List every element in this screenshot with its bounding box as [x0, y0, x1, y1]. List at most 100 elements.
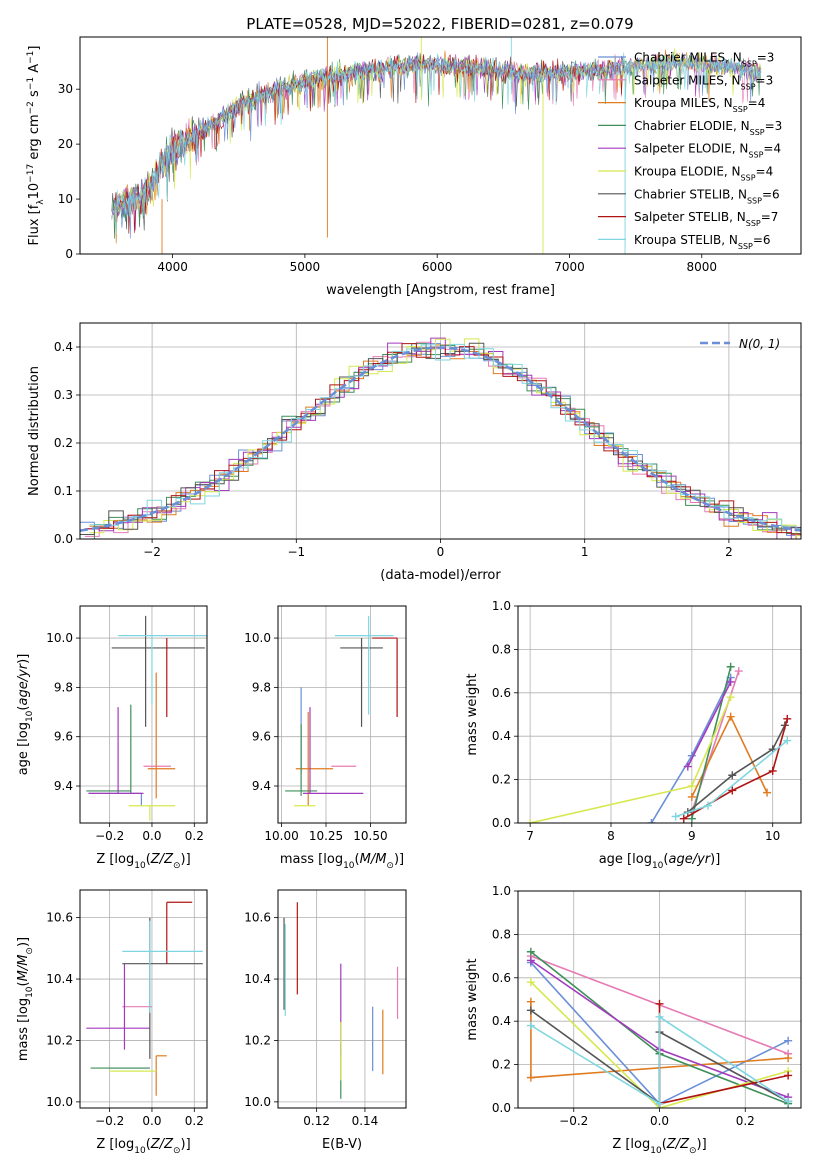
y-tick-label: 1.0 [492, 884, 511, 898]
y-tick-label: 0.2 [492, 1058, 511, 1072]
data-point [86, 963, 150, 1050]
histogram-step [84, 343, 801, 535]
x-tick-label: −0.2 [95, 829, 124, 843]
weight-marker [728, 786, 737, 795]
weight-marker [687, 792, 696, 801]
weight-marker [526, 978, 535, 987]
x-tick-label: 0 [437, 545, 445, 559]
weight-marker [655, 1099, 664, 1108]
y-tick-label: 0.3 [54, 388, 73, 402]
weight-marker [671, 812, 680, 821]
data-point [122, 920, 203, 1013]
weight-vs-metallicity-panel: −0.2 0.0 0.2 0.0 0.2 0.4 0.6 0.8 1.0 Z [log10(Z/Z… [465, 884, 802, 1156]
y-tick-label: 10.2 [46, 1033, 73, 1047]
x-axis-label: mass [log10(M/M⊙)] [280, 852, 404, 871]
y-tick-label: 10.0 [244, 1095, 271, 1109]
data-point [302, 707, 364, 795]
plot-area [283, 902, 399, 1099]
data-point [111, 615, 205, 727]
x-tick-label: 0.0 [142, 1114, 161, 1128]
weight-marker [784, 1071, 793, 1080]
weight-line [530, 981, 789, 1108]
weight-line [687, 725, 786, 813]
y-tick-label: 9.8 [252, 680, 271, 694]
weight-marker [526, 1021, 535, 1030]
plot-area [526, 947, 793, 1108]
weight-marker [768, 766, 777, 775]
weight-series [526, 693, 735, 823]
data-point [118, 634, 207, 705]
data-point [285, 724, 318, 796]
x-tick-label: 10 [765, 829, 780, 843]
axes-frame [79, 889, 208, 1109]
weight-marker [655, 1012, 664, 1021]
data-point [372, 637, 398, 717]
axes-frame [277, 889, 407, 1109]
x-tick-label: 6000 [422, 260, 453, 274]
data-point [147, 672, 176, 799]
x-tick-label: 0.0 [650, 1114, 669, 1128]
weight-marker [763, 788, 772, 797]
y-tick-label: 0.2 [492, 773, 511, 787]
x-tick-label: 5000 [290, 260, 321, 274]
x-axis-label: Z [log10(Z/Z⊙)] [612, 1137, 706, 1156]
data-point [295, 712, 334, 806]
x-tick-label: −0.2 [559, 1114, 588, 1128]
weight-marker [526, 1073, 535, 1082]
y-tick-label: 0.8 [492, 927, 511, 941]
legend-label: Kroupa ELODIE, NSSP=4 [634, 165, 773, 183]
y-axis-label: age [log10(age/yr)] [16, 654, 35, 776]
weight-marker [783, 736, 792, 745]
axes-frame [277, 605, 407, 824]
y-axis-label: Normed distribution [27, 366, 42, 496]
y-tick-label: 9.6 [252, 730, 271, 744]
x-tick-label: 0.2 [185, 829, 204, 843]
x-tick-label: 2 [725, 545, 733, 559]
weight-series [671, 736, 792, 821]
histogram-step [80, 342, 801, 535]
data-point [334, 615, 394, 715]
x-tick-label: 8000 [687, 260, 718, 274]
legend-label: Chabrier ELODIE, NSSP=3 [634, 119, 782, 137]
x-tick-label: 10.50 [353, 829, 387, 843]
y-tick-label: 0 [65, 247, 73, 261]
data-point [166, 901, 193, 964]
weight-marker [679, 814, 688, 823]
weight-vs-age-panel: 7 8 9 10 0.0 0.2 0.4 0.6 0.8 1.0 age [log10(age/yr… [465, 599, 802, 871]
weight-marker [687, 814, 696, 823]
weight-marker [728, 771, 737, 780]
legend-label: Chabrier MILES, NSSP=3 [634, 51, 774, 69]
data-point [155, 1055, 167, 1096]
weight-line [687, 681, 732, 767]
plot-area [526, 662, 792, 823]
x-tick-label: −2 [143, 545, 161, 559]
y-tick-label: 9.4 [54, 779, 73, 793]
legend-label: Chabrier STELIB, NSSP=6 [634, 187, 780, 205]
x-tick-label: 0.2 [736, 1114, 755, 1128]
data-point [88, 707, 144, 795]
x-tick-label: 9 [688, 829, 696, 843]
plot-area [86, 901, 203, 1096]
x-tick-label: 7000 [554, 260, 585, 274]
y-tick-label: 10.2 [244, 1033, 271, 1047]
x-axis-label: age [log10(age/yr)] [599, 852, 721, 871]
weight-marker [784, 1036, 793, 1045]
y-tick-label: 9.4 [252, 779, 271, 793]
x-axis-label: E(B-V) [322, 1137, 362, 1152]
axes-frame [79, 322, 802, 540]
y-axis-label: mass weight [465, 673, 480, 755]
legend-label: Kroupa MILES, NSSP=4 [634, 96, 765, 114]
mass-vs-ebv-panel: 0.12 0.14 10.0 10.2 10.4 10.6 E(B-V) [244, 889, 407, 1152]
y-axis-label: mass [log10(M/M⊙)] [16, 937, 35, 1061]
y-tick-label: 10.4 [244, 972, 271, 986]
weight-marker [655, 999, 664, 1008]
y-tick-label: 10.4 [46, 972, 73, 986]
axes-frame [517, 890, 802, 1109]
spectrum-panel: 4000 5000 6000 7000 8000 0 10 20 30 wavelength [A… [26, 36, 802, 298]
age-vs-mass-panel: 10.00 10.25 10.50 9.4 9.6 9.8 10.0 mass [log10(… [244, 605, 407, 871]
x-tick-label: −0.2 [95, 1114, 124, 1128]
legend-label: Salpeter MILES, NSSP=3 [634, 73, 773, 91]
data-point [86, 704, 132, 794]
figure-title: PLATE=0528, MJD=52022, FIBERID=0281, z=0… [246, 15, 633, 33]
